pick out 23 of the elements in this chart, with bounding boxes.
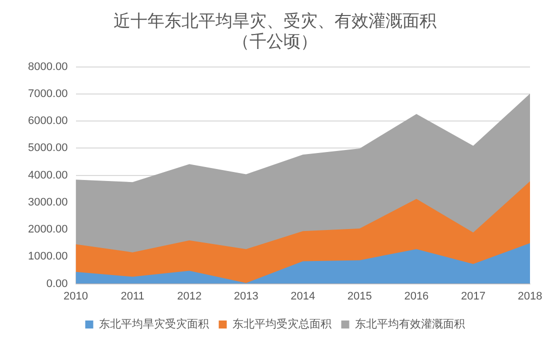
x-tick-label: 2017 xyxy=(460,290,486,302)
y-tick-label: 5000.00 xyxy=(28,142,68,154)
chart-subtitle: （千公顷） xyxy=(232,32,318,52)
chart-title: 近十年东北平均旱灾、受灾、有效灌溉面积 xyxy=(114,12,436,32)
y-tick-label: 8000.00 xyxy=(28,60,68,73)
x-tick-label: 2014 xyxy=(290,290,316,302)
x-tick-label: 2015 xyxy=(347,290,372,302)
y-tick-label: 3000.00 xyxy=(28,196,68,208)
x-tick-label: 2011 xyxy=(120,290,144,302)
x-tick-label: 2012 xyxy=(177,290,202,302)
y-tick-label: 1000.00 xyxy=(28,250,68,263)
x-tick-label: 2013 xyxy=(234,290,258,302)
y-tick-label: 4000.00 xyxy=(28,169,68,182)
legend-label: 东北平均受灾总面积 xyxy=(232,317,332,330)
y-tick-label: 2000.00 xyxy=(28,224,68,236)
x-tick-label: 2010 xyxy=(64,290,88,302)
y-tick-label: 0.00 xyxy=(46,278,68,290)
y-tick-label: 7000.00 xyxy=(28,88,68,100)
x-tick-label: 2016 xyxy=(404,290,429,302)
legend-label: 东北平均旱灾受灾面积 xyxy=(98,317,209,330)
y-tick-label: 6000.00 xyxy=(28,115,68,128)
x-tick-label: 2018 xyxy=(518,290,542,302)
legend-label: 东北平均有效灌溉面积 xyxy=(354,317,465,330)
